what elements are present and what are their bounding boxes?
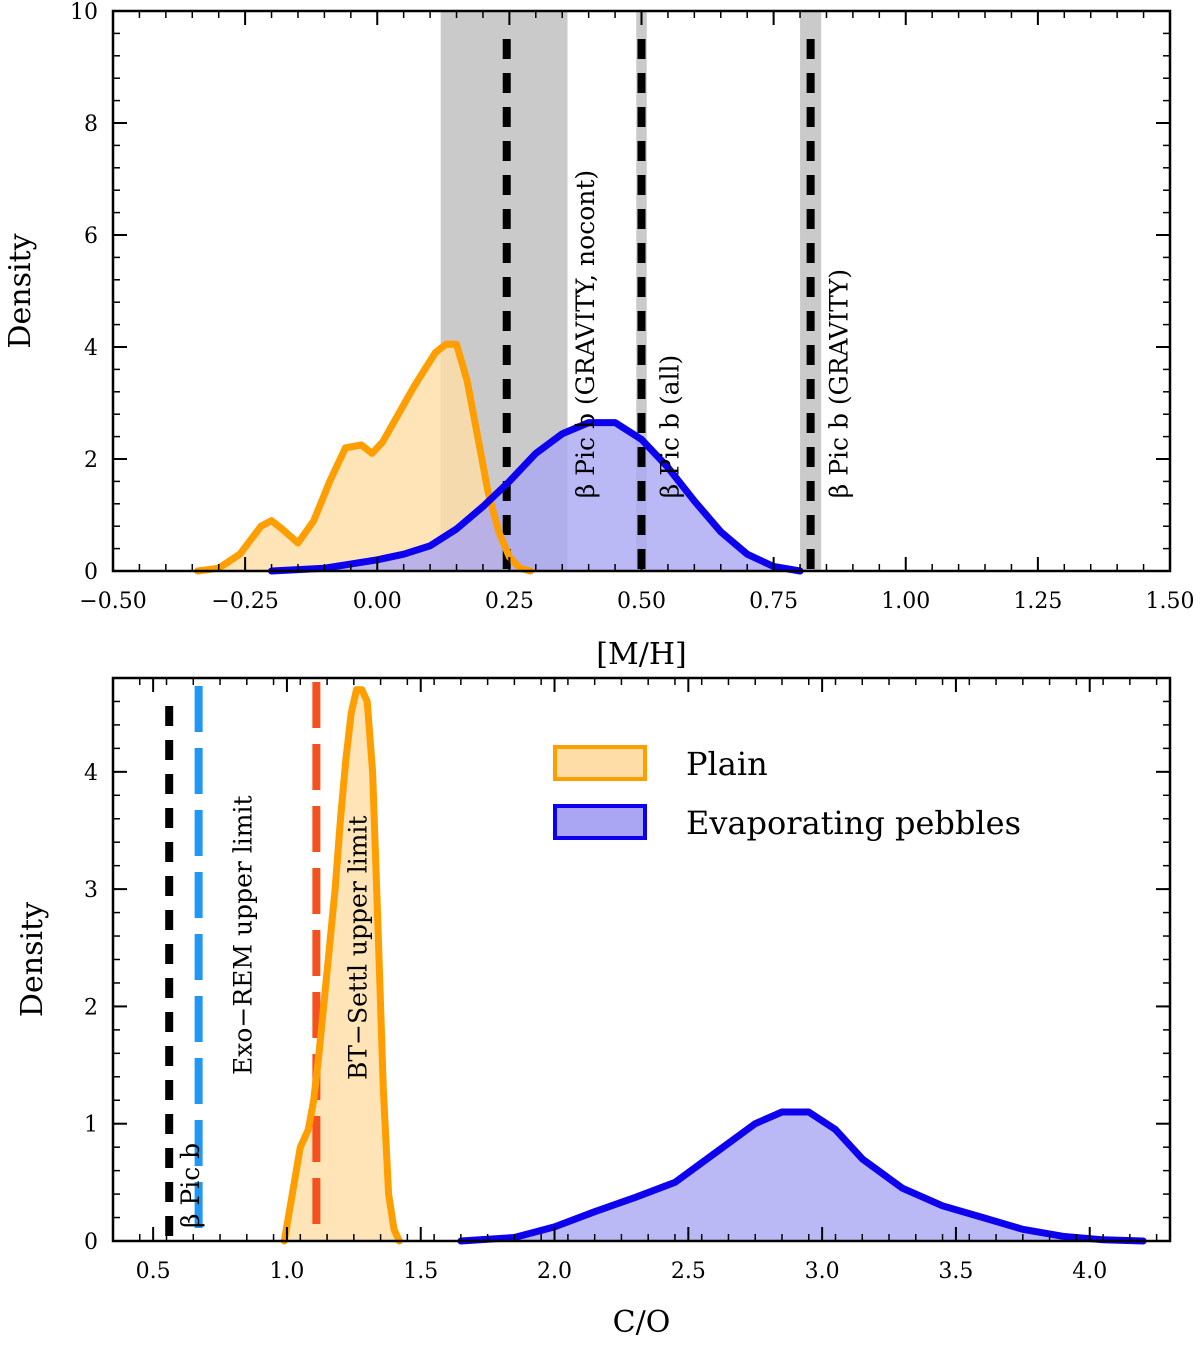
metallicity-x-tick-labels: −0.50 −0.25 0.00 0.25 0.50 0.75 1.00 1.2…: [79, 589, 1194, 614]
metallicity-plain-area: [197, 344, 531, 571]
c-to-o-evaporating-pebbles-area: [460, 1112, 1144, 1241]
metallicity-y-axis-title: Density: [3, 233, 38, 348]
x-tick-label: −0.50: [79, 589, 146, 614]
c-to-o-annotations: β Pic b Exo−REM upper limit BT−Settl upp…: [176, 795, 372, 1228]
annotation-bt-settl-limit: BT−Settl upper limit: [343, 816, 372, 1081]
y-tick-label: 0: [84, 560, 98, 585]
y-tick-label: 8: [84, 112, 98, 137]
metallicity-curves: [194, 340, 804, 575]
y-tick-label: 4: [84, 761, 98, 786]
x-tick-label: 3.0: [805, 1259, 840, 1284]
y-tick-label: 1: [84, 1113, 98, 1138]
x-tick-label: 4.0: [1072, 1259, 1107, 1284]
legend-label-plain: Plain: [686, 745, 768, 783]
c-to-o-y-axis-title: Density: [15, 902, 50, 1017]
y-tick-label: 0: [84, 1230, 98, 1255]
c-to-o-panel: β Pic b Exo−REM upper limit BT−Settl upp…: [15, 676, 1172, 1340]
x-tick-label: 1.0: [269, 1259, 304, 1284]
legend-label-evaporating-pebbles: Evaporating pebbles: [686, 804, 1021, 842]
annotation-beta-pic-b: β Pic b: [176, 1143, 205, 1228]
x-tick-label: 2.5: [671, 1259, 706, 1284]
x-tick-label: 0.50: [617, 589, 666, 614]
legend: Plain Evaporating pebbles: [553, 745, 1021, 842]
metallicity-axes: [111, 9, 1172, 573]
c-to-o-evaporating-pebbles-line: [457, 1108, 1147, 1245]
c-to-o-plain-area: [284, 689, 400, 1241]
x-tick-label: 0.5: [136, 1259, 171, 1284]
annotation-gravity-nocont: β Pic b (GRAVITY, nocont): [571, 170, 600, 498]
x-tick-label: 3.5: [938, 1259, 973, 1284]
legend-swatch-plain: [553, 745, 647, 781]
x-tick-label: 1.50: [1146, 589, 1195, 614]
y-tick-label: 10: [70, 0, 98, 25]
y-tick-label: 6: [84, 224, 98, 249]
metallicity-evaporating-pebbles-area: [271, 422, 801, 571]
legend-swatch-evaporating-pebbles: [553, 804, 647, 840]
x-tick-label: 2.0: [537, 1259, 572, 1284]
metallicity-areas: [197, 344, 801, 571]
metallicity-evaporating-pebbles-line: [268, 419, 804, 575]
y-tick-label: 2: [84, 995, 98, 1020]
c-to-o-plain-line: [280, 686, 403, 1245]
annotation-all: β Pic b (all): [655, 355, 684, 499]
x-tick-label: −0.25: [211, 589, 278, 614]
x-tick-label: 0.00: [353, 589, 402, 614]
c-to-o-areas: [284, 689, 1144, 1241]
c-to-o-y-tick-labels: 0 1 2 3 4: [84, 761, 98, 1255]
c-to-o-curves: [280, 686, 1147, 1245]
x-tick-label: 1.00: [881, 589, 930, 614]
y-tick-label: 4: [84, 336, 98, 361]
c-to-o-x-axis-title: C/O: [613, 1305, 671, 1340]
metallicity-panel: β Pic b (GRAVITY, nocont) β Pic b (all) …: [3, 0, 1194, 672]
metallicity-plain-line: [194, 340, 534, 575]
annotation-exo-rem-limit: Exo−REM upper limit: [229, 795, 258, 1075]
metallicity-annotations: β Pic b (GRAVITY, nocont) β Pic b (all) …: [571, 170, 854, 498]
c-to-o-axes: [111, 676, 1172, 1243]
metallicity-y-tick-labels: 0 2 4 6 8 10: [70, 0, 98, 585]
x-tick-label: 1.25: [1013, 589, 1062, 614]
c-to-o-x-tick-labels: 0.5 1.0 1.5 2.0 2.5 3.0 3.5 4.0: [136, 1259, 1108, 1284]
metallicity-x-axis-title: [M/H]: [596, 637, 686, 672]
x-tick-label: 1.5: [403, 1259, 438, 1284]
c-to-o-reference-lines: [165, 682, 321, 1241]
x-tick-label: 0.75: [749, 589, 798, 614]
y-tick-label: 3: [84, 878, 98, 903]
x-tick-label: 0.25: [485, 589, 534, 614]
y-tick-label: 2: [84, 448, 98, 473]
annotation-gravity: β Pic b (GRAVITY): [825, 269, 854, 498]
